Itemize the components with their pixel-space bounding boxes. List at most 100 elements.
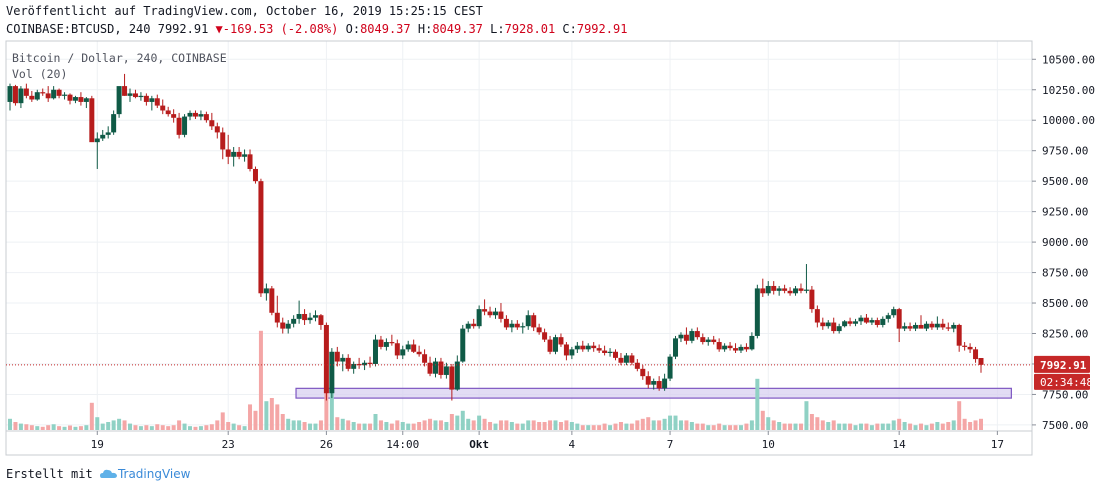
volume-bar: [18, 423, 23, 430]
x-tick-label: 26: [320, 438, 333, 451]
candle-body: [902, 326, 908, 329]
candle-body: [394, 343, 400, 356]
candle-body: [312, 315, 318, 318]
y-tick-label: 7750.00: [1042, 388, 1088, 401]
volume-bar: [308, 423, 313, 430]
candle-body: [389, 342, 395, 344]
candle-body: [94, 138, 100, 143]
tradingview-cloud-icon: [99, 469, 117, 478]
volume-bar: [84, 425, 89, 430]
candle-body: [542, 332, 548, 340]
candle-body: [247, 154, 253, 169]
candle-body: [820, 322, 826, 327]
candle-body: [760, 288, 766, 294]
volume-bar: [526, 420, 531, 430]
candle-body: [574, 345, 580, 350]
candle-body: [269, 288, 275, 313]
candle-body: [231, 151, 237, 157]
volume-bar: [646, 417, 651, 430]
candle-body: [138, 95, 144, 98]
candle-body: [127, 93, 133, 96]
ohlc-close: 7992.91: [576, 22, 628, 36]
candle-body: [372, 339, 378, 364]
volume-bar: [733, 425, 738, 430]
candle-body: [116, 86, 122, 115]
candle-body: [503, 318, 509, 328]
published-line: Veröffentlicht auf TradingView.com, Octo…: [6, 4, 483, 18]
candle-body: [743, 346, 749, 350]
candle-body: [465, 323, 471, 329]
volume-bar: [24, 424, 29, 430]
y-tick-label: 8500.00: [1042, 297, 1088, 310]
candle-body: [449, 366, 455, 390]
volume-bar: [73, 426, 78, 430]
candle-body: [907, 326, 913, 329]
volume-bar: [106, 422, 111, 430]
candle-body: [716, 342, 722, 350]
volume-bar: [182, 423, 187, 430]
volume-bar: [635, 420, 640, 430]
candle-body: [776, 288, 782, 291]
volume-bar: [324, 382, 329, 430]
y-tick-label: 10250.00: [1042, 84, 1095, 97]
volume-bar: [515, 423, 520, 430]
volume-bar: [351, 422, 356, 430]
candle-body: [563, 344, 569, 356]
candle-body: [274, 312, 280, 323]
candle-body: [12, 86, 18, 104]
volume-bar: [117, 418, 122, 430]
volume-bar: [488, 422, 493, 430]
candle-body: [263, 288, 269, 294]
volume-bar: [788, 423, 793, 430]
y-tick-label: 8250.00: [1042, 328, 1088, 341]
candle-body: [978, 357, 984, 365]
volume-bar: [689, 422, 694, 430]
candle-body: [809, 289, 815, 310]
candle-body: [367, 362, 373, 364]
volume-bar: [368, 423, 373, 430]
candle-body: [34, 92, 40, 100]
candle-body: [531, 315, 537, 328]
candle-body: [383, 342, 389, 347]
volume-bar: [755, 378, 760, 430]
candle-body: [154, 98, 160, 106]
volume-bar: [455, 415, 460, 430]
volume-bar: [449, 414, 454, 430]
candle-body: [798, 288, 804, 291]
volume-bar: [618, 422, 623, 430]
volume-bar: [62, 426, 67, 430]
volume-bar: [237, 425, 242, 430]
volume-bar: [433, 420, 438, 430]
candle-body: [547, 339, 553, 352]
candle-body: [105, 132, 111, 135]
volume-bar: [853, 425, 858, 430]
volume-bar: [313, 423, 318, 430]
volume-bar: [411, 423, 416, 430]
volume-bar: [662, 418, 667, 430]
candle-body: [765, 285, 771, 294]
countdown-badge: [1034, 373, 1090, 390]
candle-body: [733, 348, 739, 351]
volume-bar: [973, 420, 978, 430]
volume-bar: [188, 426, 193, 430]
volume-bar: [793, 423, 798, 430]
y-tick-label: 9500.00: [1042, 175, 1088, 188]
tradingview-brand[interactable]: TradingView: [117, 467, 191, 481]
candle-body: [225, 149, 231, 157]
candle-body: [427, 362, 433, 374]
volume-bar: [444, 422, 449, 430]
volume-bar: [335, 417, 340, 430]
candle-body: [722, 345, 728, 350]
candle-body: [629, 355, 635, 363]
volume-bar: [253, 410, 258, 430]
candle-body: [896, 309, 902, 329]
chart-legend-title: Bitcoin / Dollar, 240, COINBASE: [12, 51, 227, 65]
volume-bar: [291, 420, 296, 430]
volume-bar: [804, 401, 809, 430]
volume-bar: [777, 422, 782, 430]
candle-body: [738, 346, 744, 351]
volume-bar: [51, 424, 56, 430]
candle-body: [67, 94, 73, 101]
volume-bar: [864, 423, 869, 430]
